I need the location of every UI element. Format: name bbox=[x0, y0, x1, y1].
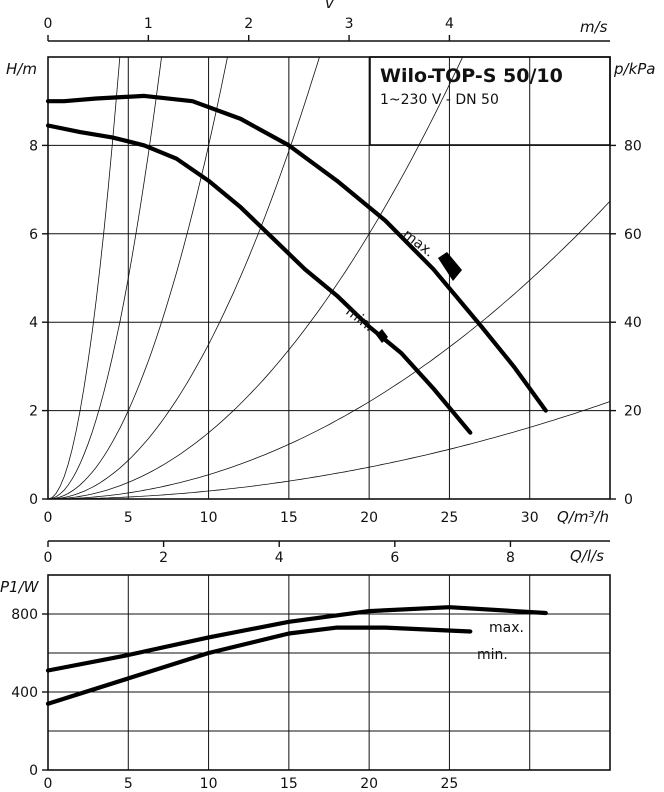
system-curve bbox=[48, 200, 610, 499]
power-flow-tick-label: 10 bbox=[200, 776, 218, 792]
velocity-axis-label: m/s bbox=[580, 18, 608, 36]
flow-ls-axis-label: Q/l/s bbox=[570, 547, 604, 565]
pressure-tick-label: 60 bbox=[624, 227, 642, 243]
chart-title: Wilo-TOP-S 50/10 bbox=[380, 65, 563, 87]
velocity-symbol: v bbox=[325, 0, 335, 12]
flow-ls-tick-label: 2 bbox=[159, 550, 168, 566]
head-tick-label: 4 bbox=[29, 315, 38, 331]
head-tick-label: 8 bbox=[29, 138, 38, 154]
head-tick-label: 6 bbox=[29, 227, 38, 243]
power-tick-label: 800 bbox=[11, 607, 38, 623]
power-tick-label: 400 bbox=[11, 685, 38, 701]
chart-subtitle: 1~230 V - DN 50 bbox=[380, 92, 499, 108]
flow-tick-label: 20 bbox=[360, 510, 378, 526]
system-curve bbox=[48, 57, 121, 499]
velocity-tick-label: 2 bbox=[244, 16, 253, 32]
power-tick-label: 0 bbox=[29, 763, 38, 779]
flow-tick-label: 30 bbox=[521, 510, 539, 526]
flow-tick-label: 10 bbox=[200, 510, 218, 526]
power-curve-min bbox=[45, 625, 473, 706]
flow-ls-tick-label: 6 bbox=[390, 550, 399, 566]
velocity-tick-label: 1 bbox=[144, 16, 153, 32]
head-curve-min bbox=[45, 123, 473, 435]
power-min-label: min. bbox=[477, 647, 508, 663]
pressure-tick-label: 20 bbox=[624, 404, 642, 420]
power-chart: max. min. 0 400 800 0 5 10 15 20 25 0 2 4 6 8 bbox=[11, 540, 611, 792]
flow-ls-tick-label: 8 bbox=[506, 550, 515, 566]
max-marker bbox=[438, 252, 462, 281]
head-tick-label: 0 bbox=[29, 492, 38, 508]
flow-axis-label: Q/m³/h bbox=[557, 508, 609, 526]
flow-tick-label: 25 bbox=[441, 510, 459, 526]
power-max-label: max. bbox=[489, 620, 524, 636]
system-curve bbox=[48, 401, 610, 499]
min-marker bbox=[376, 329, 388, 343]
head-chart-frame bbox=[47, 56, 611, 500]
head-tick-label: 2 bbox=[29, 404, 38, 420]
velocity-tick-label: 0 bbox=[44, 16, 53, 32]
velocity-tick-label: 4 bbox=[445, 16, 454, 32]
system-curve bbox=[48, 57, 162, 499]
title-box bbox=[369, 56, 611, 146]
head-curve-max bbox=[45, 93, 548, 413]
pressure-tick-label: 40 bbox=[624, 315, 642, 331]
velocity-tick-label: 3 bbox=[345, 16, 354, 32]
head-axis-label: H/m bbox=[6, 60, 37, 78]
power-flow-tick-label: 15 bbox=[280, 776, 298, 792]
flow-ls-tick-label: 0 bbox=[44, 550, 53, 566]
power-chart-frame bbox=[47, 574, 611, 771]
flow-ls-tick-label: 4 bbox=[275, 550, 284, 566]
flow-tick-label: 15 bbox=[280, 510, 298, 526]
head-chart: Wilo-TOP-S 50/101~230 V - DN 50max.min.0… bbox=[29, 16, 642, 526]
power-axis-label: P1/W bbox=[0, 578, 40, 596]
power-flow-tick-label: 5 bbox=[124, 776, 133, 792]
pressure-tick-label: 80 bbox=[624, 138, 642, 154]
power-flow-tick-label: 25 bbox=[441, 776, 459, 792]
power-curve-max bbox=[45, 605, 548, 673]
flow-tick-label: 0 bbox=[44, 510, 53, 526]
pressure-axis-label: p/kPa bbox=[613, 60, 656, 78]
system-curve bbox=[48, 57, 320, 499]
power-flow-tick-label: 20 bbox=[360, 776, 378, 792]
power-flow-tick-label: 0 bbox=[44, 776, 53, 792]
system-curve bbox=[48, 57, 464, 499]
flow-tick-label: 5 bbox=[124, 510, 133, 526]
pressure-tick-label: 0 bbox=[624, 492, 633, 508]
